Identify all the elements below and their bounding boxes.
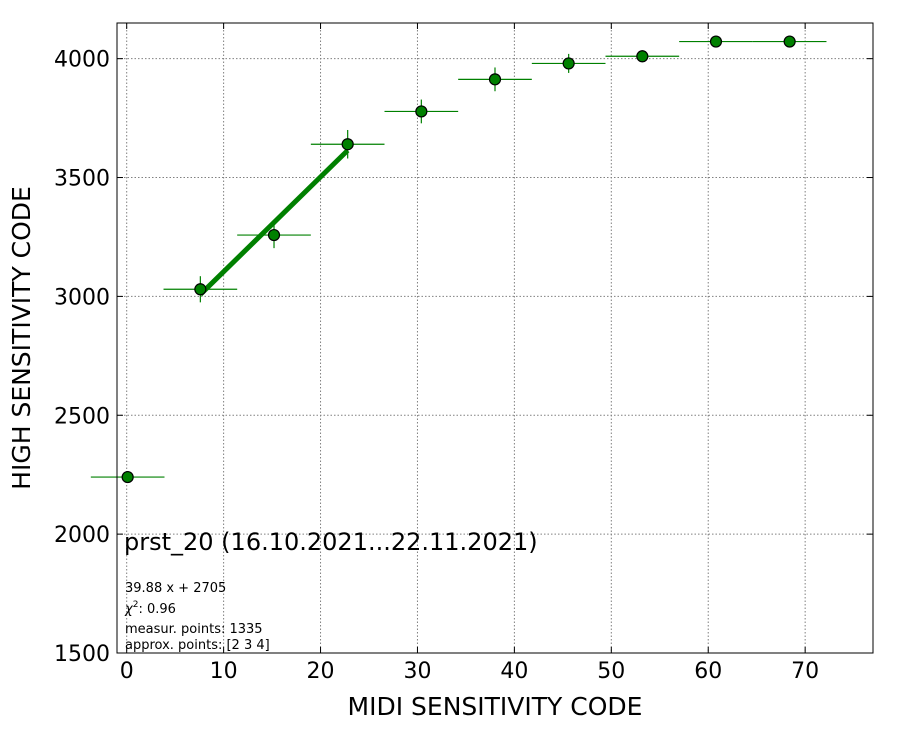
data-point-marker (267, 228, 281, 242)
x-tick-label: 50 (597, 659, 625, 684)
data-points (90, 35, 827, 484)
grid-lines (117, 23, 873, 654)
y-tick-label: 3500 (54, 167, 110, 192)
x-tick-label: 0 (120, 659, 134, 684)
chi-value: : 0.96 (138, 602, 175, 617)
fit-equation-text: 39.88 x + 2705 (125, 581, 226, 596)
x-tick-label: 60 (694, 659, 722, 684)
data-point (679, 35, 753, 48)
data-point-marker (709, 35, 723, 48)
data-point-marker (415, 105, 428, 118)
data-point (90, 470, 165, 484)
data-point-marker (562, 57, 575, 70)
y-tick-label: 2500 (54, 404, 110, 429)
data-point (163, 276, 238, 303)
data-point-marker (636, 50, 649, 63)
chi-exponent: 2 (133, 600, 139, 610)
x-axis-label: MIDI SENSITIVITY CODE (348, 692, 643, 721)
chi-symbol: χ (124, 602, 134, 617)
x-tick-label: 30 (403, 659, 431, 684)
data-point-marker (783, 35, 796, 48)
chart-annotation-title: prst_20 (16.10.2021...22.11.2021) (124, 528, 538, 556)
x-tick-label: 40 (500, 659, 528, 684)
data-point-marker (121, 470, 134, 484)
y-tick-label: 2000 (54, 523, 110, 548)
x-tick-label: 10 (210, 659, 238, 684)
data-point (752, 35, 827, 48)
x-tick-label: 20 (307, 659, 335, 684)
y-axis-label: HIGH SENSITIVITY CODE (7, 186, 36, 490)
y-tick-label: 3000 (54, 285, 110, 310)
data-point-marker (341, 138, 354, 151)
y-tick-label: 4000 (54, 48, 110, 73)
data-point-marker (194, 283, 207, 296)
data-point-marker (488, 73, 502, 86)
y-tick-label: 1500 (54, 642, 110, 667)
data-point (458, 67, 532, 92)
data-point (531, 53, 606, 73)
data-point (310, 129, 385, 159)
axis-ticks: 0 10 20 30 40 50 60 70 1500 2000 2500 3000 3500 4000 (54, 23, 873, 684)
data-point (605, 50, 680, 63)
chi-square-text: χ2: 0.96 (124, 600, 176, 617)
plot-frame (116, 22, 874, 654)
data-point (384, 99, 459, 124)
data-point (237, 221, 311, 249)
measurement-points-text: measur. points: 1335 (125, 622, 263, 637)
x-tick-label: 70 (791, 659, 819, 684)
approximation-points-text: approx. points: [2 3 4] (125, 638, 270, 653)
